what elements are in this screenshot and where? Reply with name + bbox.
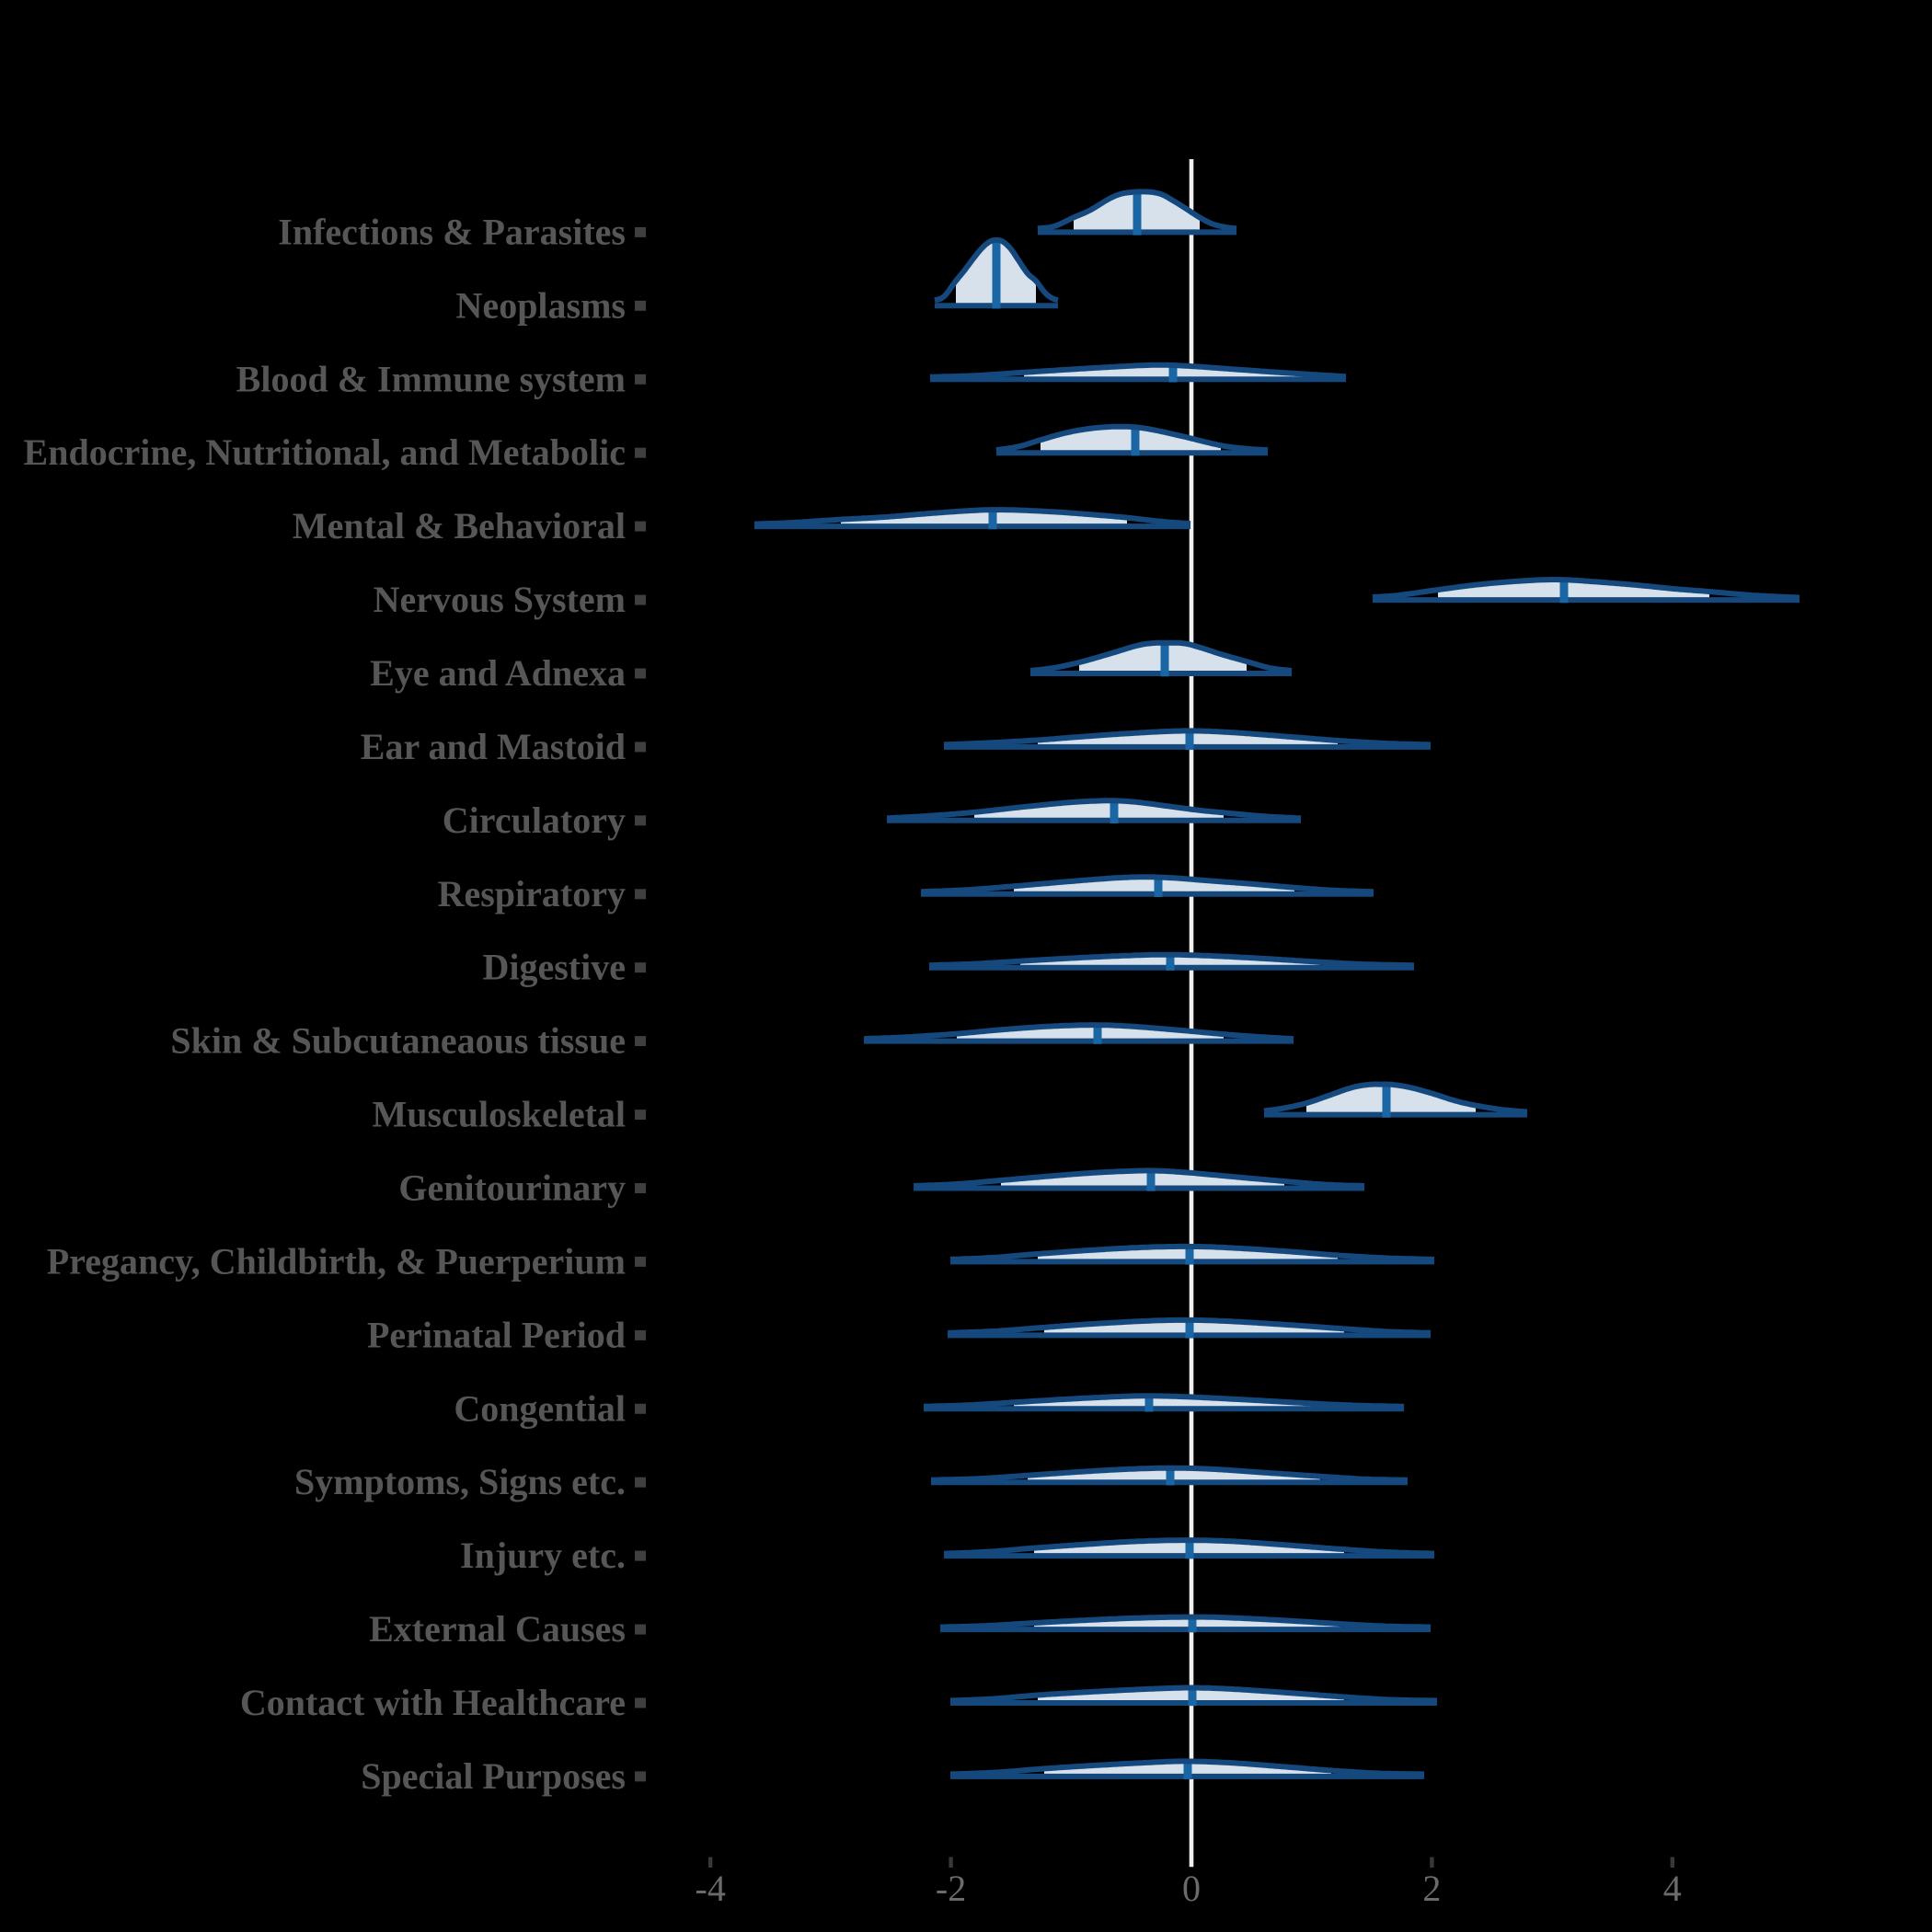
svg-text:2: 2 [1422, 1868, 1441, 1909]
svg-text:Injury etc.: Injury etc. [460, 1535, 626, 1576]
svg-text:Musculoskeletal: Musculoskeletal [372, 1094, 626, 1135]
svg-text:Perinatal Period: Perinatal Period [367, 1314, 626, 1355]
svg-text:Special Purposes: Special Purposes [361, 1755, 626, 1797]
svg-text:Pregancy, Childbirth, & Puerpe: Pregancy, Childbirth, & Puerperium [47, 1240, 626, 1282]
svg-text:0: 0 [1182, 1868, 1201, 1909]
svg-text:Contact with Healthcare: Contact with Healthcare [240, 1682, 626, 1723]
svg-text:Circulatory: Circulatory [443, 799, 626, 841]
svg-text:Neoplasms: Neoplasms [456, 284, 626, 326]
svg-text:Endocrine, Nutritional, and Me: Endocrine, Nutritional, and Metabolic [24, 431, 626, 473]
svg-text:Digestive: Digestive [482, 947, 626, 988]
svg-text:External Causes: External Causes [369, 1608, 626, 1650]
svg-text:-4: -4 [696, 1868, 726, 1909]
svg-text:Respiratory: Respiratory [438, 873, 626, 914]
svg-text:Infections & Parasites: Infections & Parasites [278, 211, 626, 252]
svg-text:Mental & Behavioral: Mental & Behavioral [293, 505, 626, 546]
svg-text:Nervous System: Nervous System [374, 579, 626, 620]
svg-text:Ear and Mastoid: Ear and Mastoid [361, 726, 626, 767]
svg-text:Eye and Adnexa: Eye and Adnexa [370, 652, 626, 694]
svg-text:4: 4 [1663, 1868, 1682, 1909]
svg-text:Genitourinary: Genitourinary [398, 1167, 626, 1209]
svg-text:-2: -2 [936, 1868, 966, 1909]
svg-text:Skin & Subcutaneaous tissue: Skin & Subcutaneaous tissue [170, 1020, 626, 1062]
svg-text:Blood & Immune system: Blood & Immune system [236, 358, 626, 399]
svg-text:Symptoms, Signs etc.: Symptoms, Signs etc. [294, 1461, 626, 1502]
svg-text:Congential: Congential [454, 1387, 626, 1429]
